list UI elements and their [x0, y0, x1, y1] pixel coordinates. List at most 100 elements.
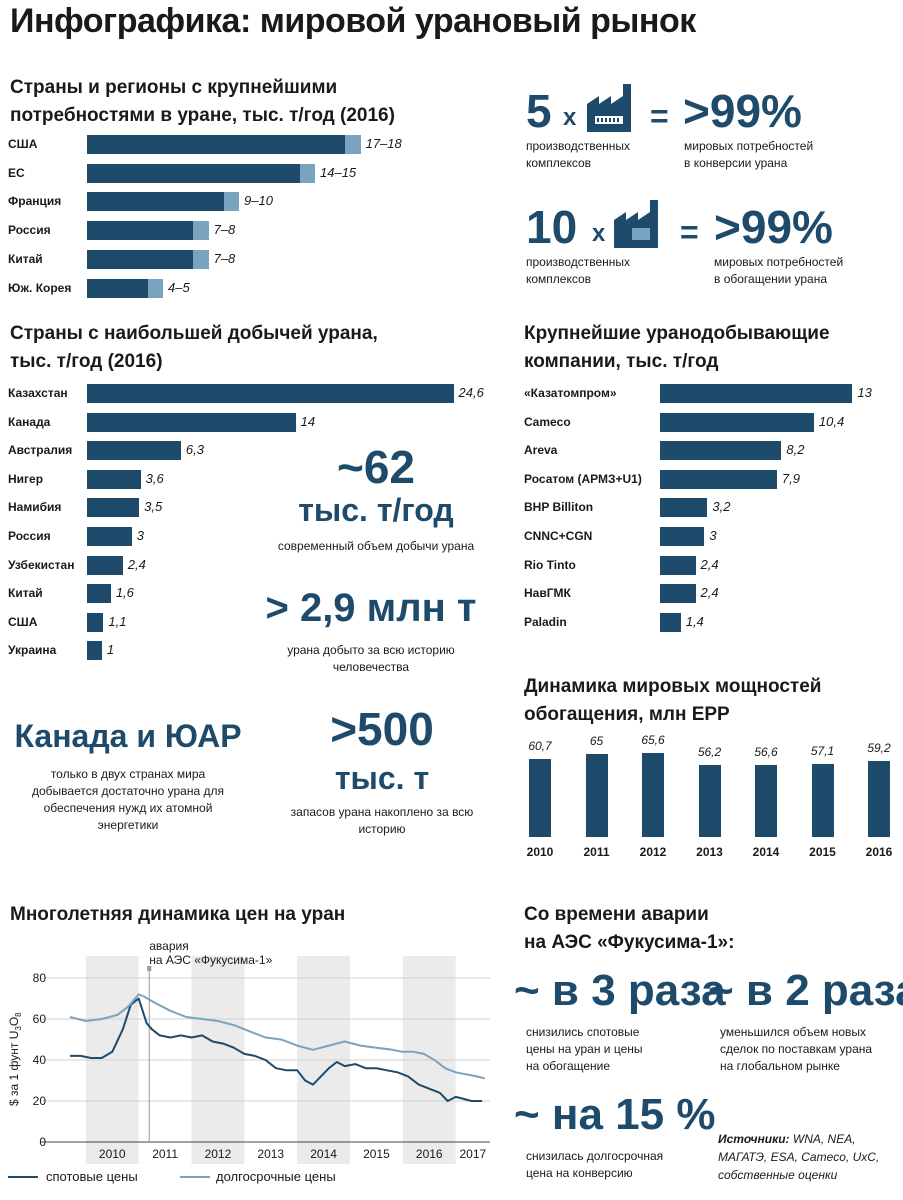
capacity-value: 60,7 — [528, 739, 552, 754]
bar — [660, 441, 782, 461]
capacity-year: 2014 — [752, 845, 780, 859]
enrichment-left-line1: производственных — [526, 255, 630, 269]
bar-range — [193, 221, 209, 241]
stat-canada-caption: только в двух странах мира добывается до… — [4, 766, 252, 834]
stat-canada-line4: энергетики — [97, 818, 159, 832]
capacity-value: 56,6 — [754, 744, 778, 759]
capacity-year: 2016 — [865, 845, 893, 859]
stat-reserves-unit: тыс. т — [334, 760, 430, 796]
sources-line1: Источники: WNA, NEA, — [718, 1130, 879, 1148]
consumption-heading: Страны и регионы с крупнейшими потребнос… — [10, 74, 395, 130]
bar-value: 6,3 — [185, 442, 204, 458]
capacity-value: 57,1 — [810, 743, 835, 758]
y-tick-label: 80 — [33, 971, 47, 985]
sources: Источники: WNA, NEA, МАГАТЭ, ESA, Cameco… — [718, 1130, 879, 1184]
fukushima-stat3-caption: снизилась долгосрочная цена на конверсию — [526, 1148, 663, 1182]
bar-value: 9–10 — [244, 193, 273, 209]
bar-label: Намибия — [8, 500, 62, 515]
annotation-line2: на АЭС «Фукусима-1» — [149, 953, 272, 967]
bar — [87, 469, 141, 489]
consumption-heading-line1: Страны и регионы с крупнейшими — [10, 77, 338, 98]
fukushima-stat1-value: ~ в 3 раза — [514, 966, 726, 1015]
stat-history-value: > 2,9 млн т — [265, 586, 477, 630]
bar-value: 2,4 — [700, 585, 719, 601]
conversion-right-line1: мировых потребностей — [684, 139, 814, 153]
bar — [660, 584, 696, 604]
sources-label: Источники: — [718, 1132, 790, 1146]
x-tick-label: 2016 — [416, 1147, 443, 1161]
bar-range — [147, 278, 163, 298]
bar-value: 3,5 — [144, 499, 163, 515]
x-tick-label: 2012 — [205, 1147, 232, 1161]
bar-label: Cameco — [524, 414, 571, 429]
bar-value: 4–5 — [168, 279, 190, 295]
capacity-year: 2010 — [526, 845, 554, 859]
sources-line3: собственные оценки — [718, 1168, 838, 1182]
capacity-year: 2013 — [696, 845, 723, 859]
sources-text1: WNA, NEA, — [789, 1132, 856, 1146]
bar-range — [345, 135, 361, 154]
stat-production-value: ~62 — [336, 441, 416, 493]
y-tick-label: 60 — [33, 1012, 47, 1026]
bar — [87, 498, 140, 518]
bar-label: НавГМК — [524, 586, 571, 601]
bar-min — [87, 163, 300, 183]
enrichment-right-caption: мировых потребностей в обогащении урана — [714, 254, 843, 288]
bar-min — [87, 249, 194, 269]
capacity-heading-line1: Динамика мировых мощностей — [524, 676, 822, 697]
price-series-line — [70, 997, 483, 1102]
fukushima-heading-line2: на АЭС «Фукусима-1»: — [524, 932, 735, 953]
stat-canada-line1: только в двух странах мира — [50, 767, 206, 781]
bar-value: 24,6 — [458, 385, 484, 400]
bar — [660, 384, 853, 403]
legend-label-spot: спотовые цены — [46, 1169, 138, 1184]
fukushima-stat2-line3: на глобальном рынке — [720, 1059, 840, 1073]
capacity-bar — [698, 765, 721, 837]
bar-label: Росатом (АРМЗ+U1) — [524, 471, 642, 486]
bar-value: 3 — [136, 528, 144, 543]
bar-value: 2,4 — [700, 556, 719, 572]
bar — [660, 612, 681, 632]
fukushima-heading-line1: Со времени аварии — [524, 904, 709, 925]
capacity-bar — [642, 753, 664, 837]
capacity-bar — [529, 759, 551, 837]
bar-label: Areva — [524, 443, 558, 458]
bar-label: Rio Tinto — [524, 557, 576, 572]
bar-value: 14–15 — [320, 164, 357, 180]
bar — [87, 384, 454, 403]
bar-label: CNNC+CGN — [524, 529, 593, 543]
fukushima-stat1-line1: снизились спотовые — [526, 1025, 640, 1039]
bar — [660, 469, 777, 489]
production-heading-line1: Страны с наибольшей добычей урана, — [10, 323, 378, 344]
enrichment-count: 10 — [526, 201, 578, 253]
bar-label: Китай — [8, 251, 43, 266]
fukushima-heading: Со времени аварии на АЭС «Фукусима-1»: — [524, 901, 734, 957]
fukushima-stat3-line1: снизилась долгосрочная — [526, 1149, 664, 1163]
bar-value: 1,6 — [115, 585, 134, 601]
bar — [660, 527, 705, 546]
bar-value: 14 — [300, 413, 316, 429]
bar-value: 8,2 — [786, 442, 805, 458]
conversion-left-line2: комплексов — [526, 156, 592, 170]
stat-reserves-line1: запасов урана накоплено за всю — [290, 805, 474, 819]
capacity-value: 59,2 — [867, 741, 891, 756]
bar-label: «Казатомпром» — [524, 386, 617, 400]
enrichment-equals: = — [680, 214, 699, 250]
bar-label: Юж. Корея — [8, 280, 72, 295]
bar-range — [299, 163, 315, 183]
stat-production-unit: тыс. т/год — [298, 492, 454, 528]
bar-label: Канада — [8, 414, 51, 429]
conversion-right-caption: мировых потребностей в конверсии урана — [684, 138, 813, 172]
stat-history-caption: урана добыто за всю историю человечества — [246, 642, 496, 676]
bar-min — [87, 221, 194, 241]
companies-heading: Крупнейшие уранодобывающие компании, тыс… — [524, 320, 830, 376]
bar-value: 17–18 — [365, 136, 402, 151]
capacity-year: 2011 — [583, 845, 610, 859]
bar-value: 1 — [106, 642, 115, 658]
stat-reserves-value: >500 — [330, 703, 434, 755]
stat-canada-value: Канада и ЮАР — [14, 718, 242, 754]
conversion-left-line1: производственных — [526, 139, 630, 153]
bar-value: 7,9 — [781, 470, 800, 486]
stat-canada-line2: добывается достаточно урана для — [31, 784, 224, 798]
